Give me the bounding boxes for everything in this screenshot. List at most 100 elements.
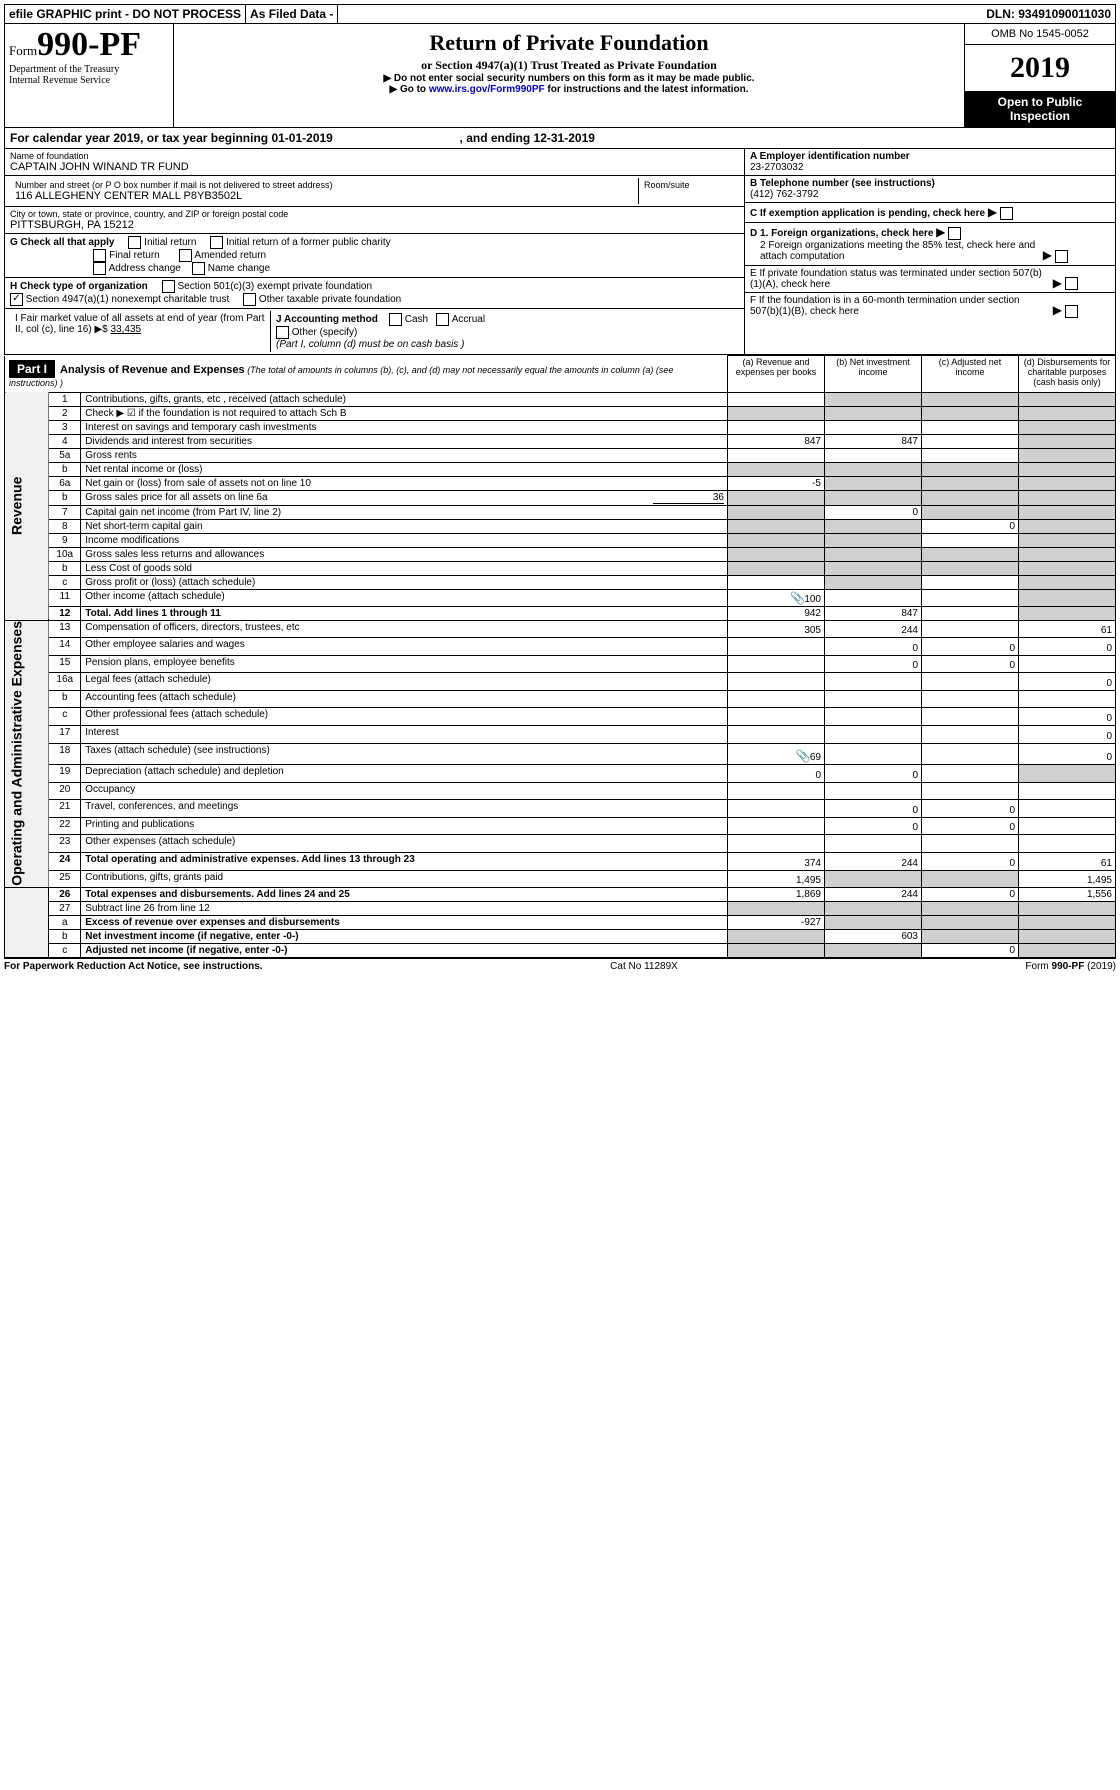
row-11: Other income (attach schedule)	[81, 589, 728, 606]
row-24: Total operating and administrative expen…	[81, 852, 728, 870]
row-27a: Excess of revenue over expenses and disb…	[81, 916, 728, 930]
row-10a: Gross sales less returns and allowances	[81, 547, 728, 561]
row-5b: Net rental income or (loss)	[81, 462, 728, 476]
page-footer: For Paperwork Reduction Act Notice, see …	[4, 958, 1116, 974]
col-a-header: (a) Revenue and expenses per books	[728, 356, 825, 393]
checkbox-501c3[interactable]	[162, 280, 175, 293]
foundation-name: CAPTAIN JOHN WINAND TR FUND	[10, 161, 739, 173]
part1-heading: Analysis of Revenue and Expenses	[60, 364, 245, 376]
checkbox-addrchange[interactable]	[93, 262, 106, 275]
row-9: Income modifications	[81, 533, 728, 547]
checkbox-other-taxable[interactable]	[243, 293, 256, 306]
dln: DLN: 93491090011030	[982, 5, 1115, 23]
form-subtitle: or Section 4947(a)(1) Trust Treated as P…	[178, 58, 960, 73]
checkbox-e[interactable]	[1065, 277, 1078, 290]
efile-notice: efile GRAPHIC print - DO NOT PROCESS	[5, 5, 246, 23]
city-label: City or town, state or province, country…	[10, 209, 739, 219]
irs-link[interactable]: www.irs.gov/Form990PF	[429, 84, 545, 95]
j-note: (Part I, column (d) must be on cash basi…	[276, 339, 464, 350]
d2-label: 2 Foreign organizations meeting the 85% …	[750, 240, 1040, 262]
form-title: Return of Private Foundation	[178, 30, 960, 56]
footer-left: For Paperwork Reduction Act Notice, see …	[4, 961, 263, 972]
top-bar: efile GRAPHIC print - DO NOT PROCESS As …	[4, 4, 1116, 24]
ssn-warning: ▶ Do not enter social security numbers o…	[178, 73, 960, 84]
row-1: Contributions, gifts, grants, etc , rece…	[81, 392, 728, 406]
inspection-notice: Open to Public Inspection	[965, 91, 1115, 127]
checkbox-cash[interactable]	[389, 313, 402, 326]
row-10b: Less Cost of goods sold	[81, 561, 728, 575]
row-8: Net short-term capital gain	[81, 519, 728, 533]
row-13: Compensation of officers, directors, tru…	[81, 620, 728, 638]
e-label: E If private foundation status was termi…	[750, 268, 1050, 290]
row-7: Capital gain net income (from Part IV, l…	[81, 505, 728, 519]
attachment-icon[interactable]: 📎	[790, 591, 804, 603]
row-26: Total expenses and disbursements. Add li…	[81, 888, 728, 902]
part1-table: Part I Analysis of Revenue and Expenses …	[4, 355, 1116, 958]
checkbox-f[interactable]	[1065, 305, 1078, 318]
row-2: Check ▶ ☑ if the foundation is not requi…	[81, 406, 728, 420]
expenses-section: Operating and Administrative Expenses	[5, 620, 49, 888]
form-number: Form990-PF	[9, 26, 169, 64]
a-label: A Employer identification number	[750, 151, 910, 162]
c-label: C If exemption application is pending, c…	[750, 208, 985, 219]
foundation-address: 116 ALLEGHENY CENTER MALL P8YB3502L	[15, 190, 633, 202]
checkbox-4947[interactable]: ✓	[10, 293, 23, 306]
address-label: Number and street (or P O box number if …	[15, 180, 633, 190]
row-6b: Gross sales price for all assets on line…	[81, 490, 728, 505]
col-b-header: (b) Net investment income	[825, 356, 922, 393]
omb-number: OMB No 1545-0052	[965, 24, 1115, 45]
i-value: 33,435	[111, 324, 142, 335]
phone-value: (412) 762-3792	[750, 189, 818, 200]
g-label: G Check all that apply	[10, 237, 114, 248]
checkbox-amended[interactable]	[179, 249, 192, 262]
checkbox-other-method[interactable]	[276, 326, 289, 339]
tax-year: 2019	[965, 45, 1115, 91]
attachment-icon[interactable]: 📎	[796, 749, 810, 761]
calendar-year-row: For calendar year 2019, or tax year begi…	[4, 128, 1116, 149]
foundation-city: PITTSBURGH, PA 15212	[10, 219, 739, 231]
dept-treasury: Department of the Treasury	[9, 64, 169, 75]
row-17: Interest	[81, 726, 728, 744]
form-header: Form990-PF Department of the Treasury In…	[4, 24, 1116, 128]
row-10c: Gross profit or (loss) (attach schedule)	[81, 575, 728, 589]
row-6a: Net gain or (loss) from sale of assets n…	[81, 476, 728, 490]
room-label: Room/suite	[639, 178, 739, 204]
d1-label: D 1. Foreign organizations, check here	[750, 228, 933, 239]
f-label: F If the foundation is in a 60-month ter…	[750, 295, 1050, 317]
row-20: Occupancy	[81, 782, 728, 800]
ein-value: 23-2703032	[750, 162, 803, 173]
checkbox-accrual[interactable]	[436, 313, 449, 326]
instructions-link-row: ▶ Go to www.irs.gov/Form990PF for instru…	[178, 84, 960, 95]
name-label: Name of foundation	[10, 151, 739, 161]
checkbox-namechange[interactable]	[192, 262, 205, 275]
h-label: H Check type of organization	[10, 281, 148, 292]
row-27: Subtract line 26 from line 12	[81, 902, 728, 916]
checkbox-initial[interactable]	[128, 236, 141, 249]
checkbox-c[interactable]	[1000, 207, 1013, 220]
col-c-header: (c) Adjusted net income	[922, 356, 1019, 393]
row-18: Taxes (attach schedule) (see instruction…	[81, 743, 728, 764]
revenue-section: Revenue	[5, 392, 49, 620]
row-12: Total. Add lines 1 through 11	[81, 606, 728, 620]
checkbox-d2[interactable]	[1055, 250, 1068, 263]
checkbox-d1[interactable]	[948, 227, 961, 240]
b-label: B Telephone number (see instructions)	[750, 178, 935, 189]
row-16b: Accounting fees (attach schedule)	[81, 690, 728, 708]
row-27c: Adjusted net income (if negative, enter …	[81, 944, 728, 958]
footer-form: Form 990-PF (2019)	[1025, 961, 1116, 972]
row-16c: Other professional fees (attach schedule…	[81, 708, 728, 726]
row-22: Printing and publications	[81, 817, 728, 835]
row-16a: Legal fees (attach schedule)	[81, 673, 728, 691]
col-d-header: (d) Disbursements for charitable purpose…	[1019, 356, 1116, 393]
row-15: Pension plans, employee benefits	[81, 655, 728, 673]
foundation-info: Name of foundation CAPTAIN JOHN WINAND T…	[4, 149, 1116, 355]
row-21: Travel, conferences, and meetings	[81, 800, 728, 818]
row-27b: Net investment income (if negative, ente…	[81, 930, 728, 944]
j-label: J Accounting method	[276, 314, 378, 325]
row-19: Depreciation (attach schedule) and deple…	[81, 765, 728, 783]
row-14: Other employee salaries and wages	[81, 638, 728, 656]
irs-label: Internal Revenue Service	[9, 75, 169, 86]
row-23: Other expenses (attach schedule)	[81, 835, 728, 853]
checkbox-initial-former[interactable]	[210, 236, 223, 249]
checkbox-final[interactable]	[93, 249, 106, 262]
